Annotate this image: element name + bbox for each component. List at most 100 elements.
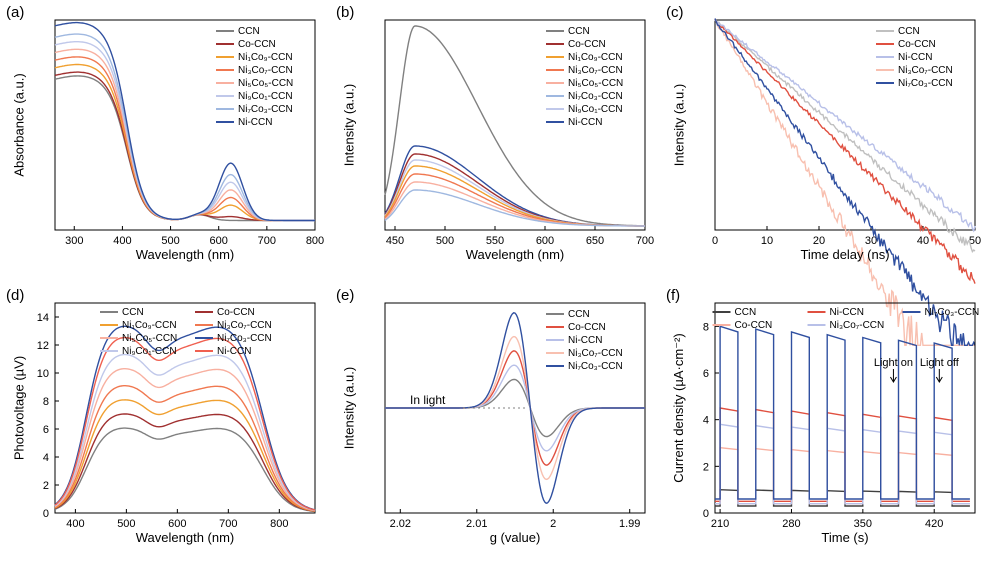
panel-label: (f) [666,287,680,304]
legend-item: CCN [122,307,144,318]
legend-item: Ni₇Co₃-CCN [217,333,272,344]
legend-item: Ni-CCN [830,307,864,318]
panel-label: (c) [666,4,684,21]
axis-label-y: Photovoltage (µV) [12,356,27,460]
panel-a: (a)Absorbance (a.u.)Wavelength (nm)30040… [0,0,330,283]
plot-svg: 40050060070080002468101214CCNNi₁Co₉-CCNN… [0,283,330,566]
axis-label-x: Time delay (ns) [800,247,889,262]
legend-item: Ni₇Co₃-CCN [568,361,623,372]
legend-item: Ni₇Co₃-CCN [568,91,623,102]
axis-label-x: Wavelength (nm) [466,247,565,262]
svg-text:Light off: Light off [920,357,960,369]
series-line [715,19,975,284]
axis-label-x: Wavelength (nm) [136,530,235,545]
svg-text:6: 6 [703,368,709,380]
svg-text:30: 30 [865,235,877,247]
panel-f: (f) Current density (µA·cm⁻²) Time (s)2102… [660,283,990,566]
svg-text:500: 500 [117,518,135,530]
legend-item: Ni-CCN [217,346,251,357]
svg-text:4: 4 [703,415,709,427]
series-line [385,174,645,226]
svg-text:600: 600 [210,235,228,247]
legend-item: Co-CCN [735,320,773,331]
series-line [715,448,970,504]
legend-item: Ni₅Co₅-CCN [122,333,177,344]
legend-item: Co-CCN [238,39,276,50]
svg-text:500: 500 [161,235,179,247]
series-line [715,408,970,501]
svg-text:400: 400 [113,235,131,247]
legend-item: Ni-CCN [898,52,932,63]
svg-text:2: 2 [43,480,49,492]
legend-item: Ni₃Co₇-CCN [568,65,623,76]
svg-text:700: 700 [258,235,276,247]
panel-b: (b)Intensity (a.u.)Wavelength (nm)450500… [330,0,660,283]
svg-text:600: 600 [536,235,554,247]
svg-text:280: 280 [782,518,800,530]
legend-item: Ni₉Co₁-CCN [122,346,177,357]
svg-text:420: 420 [925,518,943,530]
svg-text:Light on: Light on [874,357,913,369]
legend-item: Co-CCN [217,307,255,318]
svg-text:450: 450 [386,235,404,247]
panel-label: (d) [6,287,24,304]
svg-text:2.01: 2.01 [466,518,487,530]
svg-text:10: 10 [37,368,49,380]
axis-label-x: Time (s) [821,530,868,545]
axis-label-x: Wavelength (nm) [136,247,235,262]
legend-item: Ni₁Co₉-CCN [122,320,177,331]
axis-label-y: Intensity (a.u.) [342,367,357,449]
svg-text:6: 6 [43,424,49,436]
panel-d: (d)Photovoltage (µV)Wavelength (nm)40050… [0,283,330,566]
axis-label-y: Intensity (a.u.) [672,84,687,166]
legend-item: Ni₉Co₁-CCN [568,104,623,115]
legend-item: Ni₇Co₃-CCN [898,78,953,89]
legend-item: Ni-CCN [568,335,602,346]
legend-item: Ni₅Co₅-CCN [238,78,293,89]
svg-text:700: 700 [636,235,654,247]
svg-text:0: 0 [43,508,49,520]
legend-item: Ni₃Co₇-CCN [568,348,623,359]
svg-text:40: 40 [917,235,929,247]
svg-text:12: 12 [37,340,49,352]
legend-item: Ni-CCN [568,117,602,128]
svg-text:700: 700 [219,518,237,530]
plot-svg: 300400500600700800CCNCo-CCNNi₁Co₉-CCNNi₃… [0,0,330,283]
legend-item: Ni₁Co₉-CCN [568,52,623,63]
svg-text:0: 0 [712,235,718,247]
axis-label-y: Current density (µA·cm⁻²) [671,333,687,482]
series-line [55,400,315,511]
svg-text:0: 0 [703,508,709,520]
svg-text:14: 14 [37,312,49,324]
svg-text:2: 2 [550,518,556,530]
svg-text:8: 8 [703,321,709,333]
panel-label: (b) [336,4,354,21]
legend-item: Ni₃Co₇-CCN [238,65,293,76]
panel-c: (c) Intensity (a.u.) Time delay (ns)010203… [660,0,990,283]
legend-item: Co-CCN [568,39,606,50]
figure-root: (a)Absorbance (a.u.)Wavelength (nm)30040… [0,0,992,566]
legend-item: Ni₃Co₇-CCN [830,320,885,331]
axis-label-y: Absorbance (a.u.) [12,73,27,176]
axis-label-x: g (value) [490,530,541,545]
panel-label: (e) [336,287,354,304]
legend-item: CCN [735,307,757,318]
svg-text:20: 20 [813,235,825,247]
legend-item: Co-CCN [568,322,606,333]
plot-svg: 21028035042002468Light onLight offCCNCo-… [660,283,990,566]
svg-text:2: 2 [703,461,709,473]
svg-text:8: 8 [43,396,49,408]
series-line [715,326,970,499]
legend-item: Ni₃Co₇-CCN [217,320,272,331]
series-line [715,20,975,231]
legend-item: Ni₁Co₉-CCN [238,52,293,63]
svg-text:300: 300 [65,235,83,247]
legend-item: CCN [568,309,590,320]
svg-text:800: 800 [270,518,288,530]
legend-item: Ni₇Co₃-CCN [925,307,980,318]
svg-text:4: 4 [43,452,49,464]
legend-item: Ni₃Co₇-CCN [898,65,953,76]
plot-svg: 2.022.0121.99In lightCCNCo-CCNNi-CCNNi₃C… [330,283,660,566]
plot-svg: 01020304050CCNCo-CCNNi-CCNNi₃Co₇-CCNNi₇C… [660,0,990,283]
svg-text:In light: In light [410,393,446,407]
